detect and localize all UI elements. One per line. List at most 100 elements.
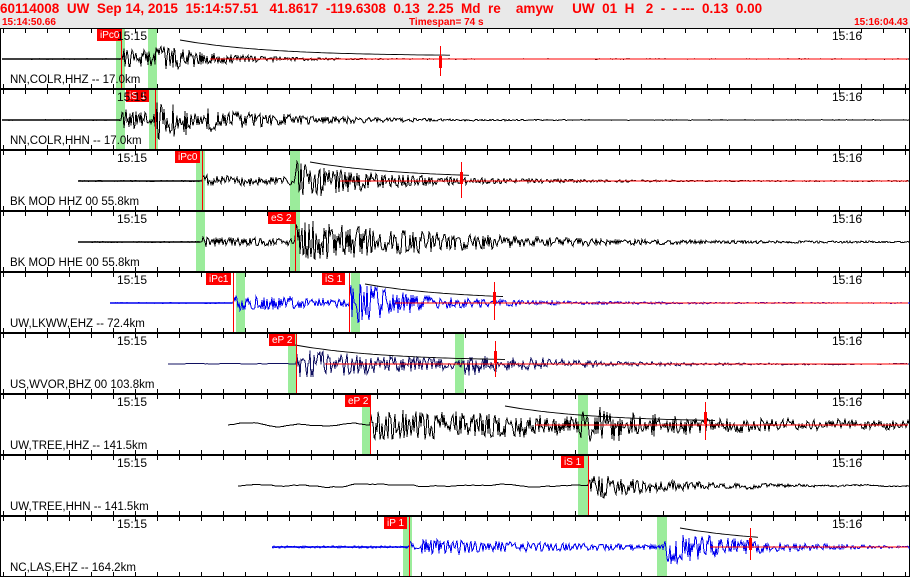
waveform[interactable]	[0, 394, 910, 455]
phase-pick-label[interactable]: iS 1	[322, 273, 346, 285]
phase-pick-line[interactable]	[370, 395, 371, 454]
waveform[interactable]	[0, 455, 910, 516]
phase-pick-label[interactable]: iPc0	[97, 29, 123, 41]
minor-time-tick	[69, 517, 70, 521]
waveform[interactable]	[0, 272, 910, 333]
waveform[interactable]	[0, 211, 910, 272]
trace-row[interactable]: eS 2 15:15 15:16 BK MOD HHE 00 55.8km	[0, 211, 910, 272]
minor-time-tick	[861, 267, 862, 271]
trace-row[interactable]: eP 2 15:15 15:16 UW,TREE,HHZ -- 141.5km	[0, 394, 910, 455]
minor-time-tick	[113, 395, 114, 399]
trace-row[interactable]: iPc0 15:15 15:16 NN,COLR,HHZ -- 17.0km	[0, 28, 910, 89]
station-channel-label[interactable]: BK MOD HHZ 00 55.8km	[10, 196, 140, 208]
minor-time-tick	[641, 389, 642, 393]
minor-time-tick	[751, 29, 752, 33]
minor-time-tick	[839, 267, 840, 271]
minor-time-tick	[69, 29, 70, 33]
minor-time-tick	[685, 450, 686, 454]
trace-row[interactable]: iP 1 15:15 15:16 NC,LAS,EHZ -- 164.2km	[0, 516, 910, 577]
phase-pick-label[interactable]: iPc0	[175, 151, 201, 163]
phase-pick-line[interactable]	[295, 212, 296, 271]
minor-time-tick	[47, 84, 48, 88]
phase-pick-label[interactable]: eP 2	[269, 334, 296, 346]
phase-pick-line[interactable]	[588, 456, 589, 515]
waveform[interactable]	[0, 28, 910, 89]
minor-time-tick	[531, 273, 532, 277]
minor-time-tick	[289, 29, 290, 33]
minor-time-tick	[223, 206, 224, 210]
phase-pick-line[interactable]	[233, 273, 234, 332]
waveform[interactable]	[0, 89, 910, 150]
trace-row[interactable]: iPc0 15:15 15:16 BK MOD HHZ 00 55.8km	[0, 150, 910, 211]
minor-time-tick	[817, 511, 818, 515]
minor-time-tick	[795, 328, 796, 332]
minor-time-tick	[223, 572, 224, 576]
phase-pick-label[interactable]: iP 1	[384, 517, 408, 529]
minor-time-tick	[531, 395, 532, 399]
minor-time-tick	[773, 84, 774, 88]
phase-pick-label[interactable]: iS 1	[561, 456, 585, 468]
station-channel-label[interactable]: NN,COLR,HHN -- 17.0km	[10, 135, 142, 147]
minor-time-tick	[509, 395, 510, 399]
time-axis-line	[0, 149, 910, 150]
minor-time-tick	[47, 334, 48, 338]
waveform[interactable]	[0, 516, 910, 577]
waveform[interactable]	[0, 150, 910, 211]
minor-time-tick	[795, 151, 796, 155]
minor-time-tick	[663, 84, 664, 88]
minor-time-tick	[355, 456, 356, 460]
minor-time-tick	[289, 517, 290, 521]
phase-pick-line[interactable]	[202, 151, 203, 210]
minor-time-tick	[3, 145, 4, 149]
longitude: -119.6308	[325, 1, 386, 16]
minor-time-tick	[619, 328, 620, 332]
waveform[interactable]	[0, 333, 910, 394]
trace-row[interactable]: iPc1 iS 1 15:15 15:16 UW,LKWW,EHZ -- 72.4km	[0, 272, 910, 333]
right-time-label: 15:16	[832, 456, 863, 470]
minor-time-tick	[3, 206, 4, 210]
trace-row[interactable]: eP 2 15:15 15:16 US,WVOR,BHZ 00 103.8km	[0, 333, 910, 394]
minor-time-tick	[575, 90, 576, 94]
minor-time-tick	[333, 90, 334, 94]
station-channel-label[interactable]: UW,LKWW,EHZ -- 72.4km	[10, 318, 145, 330]
phase-pick-line[interactable]	[296, 334, 297, 393]
trace-row[interactable]: iS 1 15:15 15:16 UW,TREE,HHN -- 141.5km	[0, 455, 910, 516]
minor-time-tick	[575, 395, 576, 399]
phase-pick-line[interactable]	[409, 517, 410, 576]
phase-pick-line[interactable]	[349, 273, 350, 332]
minor-time-tick	[663, 29, 664, 33]
phase-pick-label[interactable]: iS 1	[126, 90, 150, 102]
minor-time-tick	[113, 456, 114, 460]
phase-pick-line[interactable]	[155, 90, 156, 149]
minor-time-tick	[531, 450, 532, 454]
phase-pick-label[interactable]: eP 2	[345, 395, 372, 407]
minor-time-tick	[509, 389, 510, 393]
right-time-label: 15:16	[832, 273, 863, 287]
minor-time-tick	[883, 145, 884, 149]
minor-time-tick	[641, 511, 642, 515]
phase-pick-label[interactable]: eS 2	[268, 212, 295, 224]
minor-time-tick	[443, 206, 444, 210]
minor-time-tick	[113, 511, 114, 515]
minor-time-tick	[135, 517, 136, 521]
time-axis-line	[0, 333, 910, 334]
minor-time-tick	[135, 334, 136, 338]
minor-time-tick	[267, 334, 268, 338]
station-channel-label[interactable]: US,WVOR,BHZ 00 103.8km	[10, 379, 155, 391]
minor-time-tick	[69, 151, 70, 155]
time-axis-line	[0, 88, 910, 89]
minor-time-tick	[619, 90, 620, 94]
station-channel-label[interactable]: BK MOD HHE 00 55.8km	[10, 257, 140, 269]
trace-row[interactable]: iS 1 15:15 15:16 NN,COLR,HHN -- 17.0km	[0, 89, 910, 150]
station-channel-label[interactable]: UW,TREE,HHN -- 141.5km	[10, 501, 149, 513]
station-channel-label[interactable]: NC,LAS,EHZ -- 164.2km	[10, 562, 136, 574]
frame-left-edge	[0, 150, 1, 211]
station-channel-label[interactable]: UW,TREE,HHZ -- 141.5km	[10, 440, 148, 452]
phase-pick-line[interactable]	[121, 29, 122, 88]
minor-time-tick	[421, 267, 422, 271]
minor-time-tick	[421, 90, 422, 94]
station-channel-label[interactable]: NN,COLR,HHZ -- 17.0km	[10, 74, 141, 86]
phase-pick-label[interactable]: iPc1	[206, 273, 232, 285]
minor-time-tick	[641, 206, 642, 210]
